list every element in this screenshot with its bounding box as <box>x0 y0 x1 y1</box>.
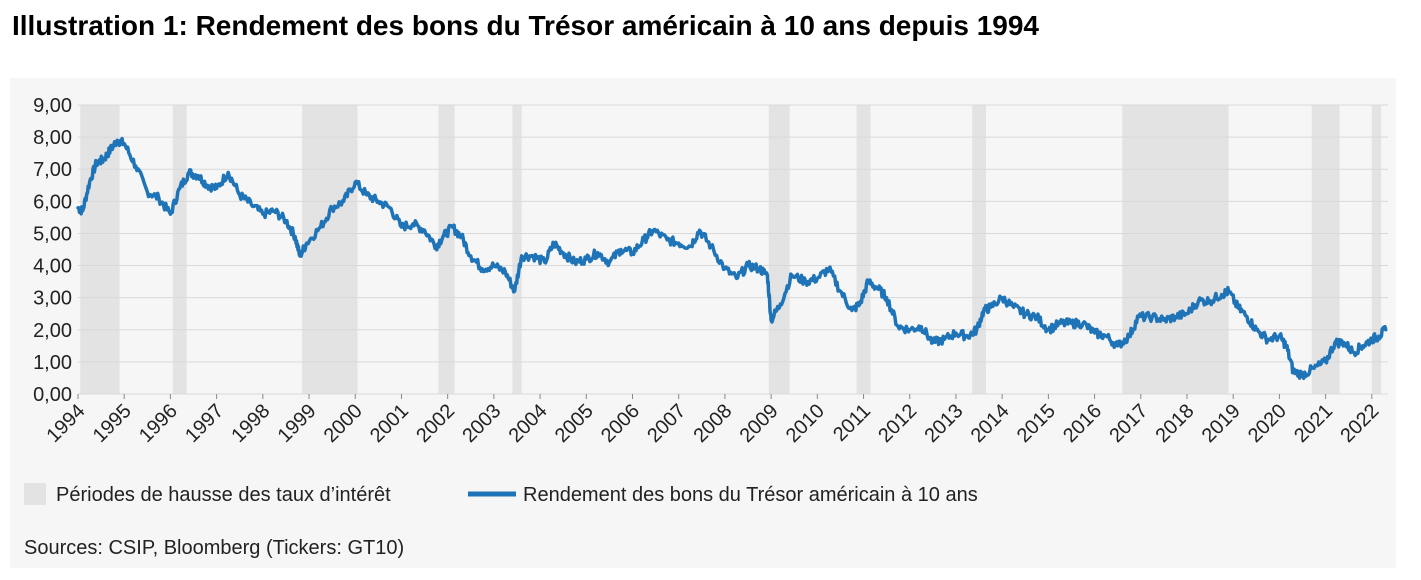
y-tick-label: 5,00 <box>33 223 72 245</box>
x-tick-label: 2000 <box>320 400 367 447</box>
line-chart: 0,00 1,00 2,00 3,00 4,00 5,00 6,00 7,00 8,00 9,00… <box>24 95 1388 506</box>
y-tick-label: 0,00 <box>33 384 72 406</box>
y-tick-label: 8,00 <box>33 127 72 149</box>
y-tick-label: 3,00 <box>33 288 72 310</box>
x-tick-label: 2018 <box>1152 400 1199 447</box>
x-tick-label: 2019 <box>1198 400 1245 447</box>
shaded-period-2 <box>302 105 358 394</box>
x-tick-label: 2007 <box>643 400 690 447</box>
x-tick-label: 2010 <box>782 400 829 447</box>
shaded-period-5 <box>768 105 790 394</box>
x-tick-label: 2005 <box>551 400 598 447</box>
series-line-0 <box>76 136 1388 381</box>
shaded-period-3 <box>438 105 455 394</box>
y-tick-label: 7,00 <box>33 159 72 181</box>
shaded-period-6 <box>856 105 871 394</box>
x-tick-label: 2022 <box>1336 400 1383 447</box>
legend-swatch-shade <box>24 483 46 505</box>
x-tick-label: 1995 <box>89 400 136 447</box>
y-axis: 0,00 1,00 2,00 3,00 4,00 5,00 6,00 7,00 8,00 9,00 <box>33 95 72 406</box>
x-tick-label: 1999 <box>274 400 321 447</box>
gridlines <box>78 104 1388 395</box>
y-tick-label: 1,00 <box>33 352 72 374</box>
x-tick-label: 2012 <box>874 400 921 447</box>
x-tick-label: 2013 <box>920 400 967 447</box>
chart-title: Illustration 1: Rendement des bons du Tr… <box>12 10 1040 41</box>
shaded-period-0 <box>80 105 120 394</box>
chart-panel: 0,00 1,00 2,00 3,00 4,00 5,00 6,00 7,00 8,00 9,00… <box>10 78 1396 568</box>
shaded-period-7 <box>972 105 986 394</box>
series-lines <box>76 136 1388 381</box>
x-tick-label: 2006 <box>597 400 644 447</box>
x-tick-label: 2021 <box>1290 400 1337 447</box>
x-tick-label: 2011 <box>829 400 875 446</box>
shaded-period-9 <box>1311 105 1340 394</box>
shaded-period-1 <box>172 105 187 394</box>
x-axis: 1994 1995 1996 1997 1998 1999 2000 2001 2002 2003… <box>43 394 1383 447</box>
y-tick-label: 9,00 <box>33 95 72 117</box>
source-note: Sources: CSIP, Bloomberg (Tickers: GT10) <box>24 537 405 559</box>
legend: Périodes de hausse des taux d’intérêt Re… <box>24 483 978 506</box>
x-tick-label: 2001 <box>366 400 413 447</box>
y-tick-label: 2,00 <box>33 320 72 342</box>
x-tick-label: 2004 <box>505 400 552 447</box>
shaded-period-10 <box>1371 105 1382 394</box>
shaded-periods <box>80 105 1382 394</box>
x-tick-label: 1998 <box>227 400 274 447</box>
x-tick-label: 2016 <box>1059 400 1106 447</box>
x-tick-label: 2009 <box>736 400 783 447</box>
y-tick-label: 4,00 <box>33 256 72 278</box>
x-tick-label: 2003 <box>458 400 505 447</box>
x-tick-label: 1997 <box>181 400 228 447</box>
x-tick-label: 1994 <box>43 400 90 447</box>
shaded-period-4 <box>512 105 522 394</box>
x-tick-label: 2014 <box>967 400 1014 447</box>
x-tick-label: 2002 <box>412 400 459 447</box>
x-tick-label: 2017 <box>1105 400 1152 447</box>
x-tick-label: 2020 <box>1244 400 1291 447</box>
legend-label-shade: Périodes de hausse des taux d’intérêt <box>56 484 391 506</box>
x-tick-label: 1996 <box>135 400 182 447</box>
y-tick-label: 6,00 <box>33 191 72 213</box>
legend-label-line: Rendement des bons du Trésor américain à… <box>523 484 978 506</box>
x-tick-label: 2015 <box>1013 400 1060 447</box>
shaded-period-8 <box>1122 105 1229 394</box>
x-tick-label: 2008 <box>689 400 736 447</box>
